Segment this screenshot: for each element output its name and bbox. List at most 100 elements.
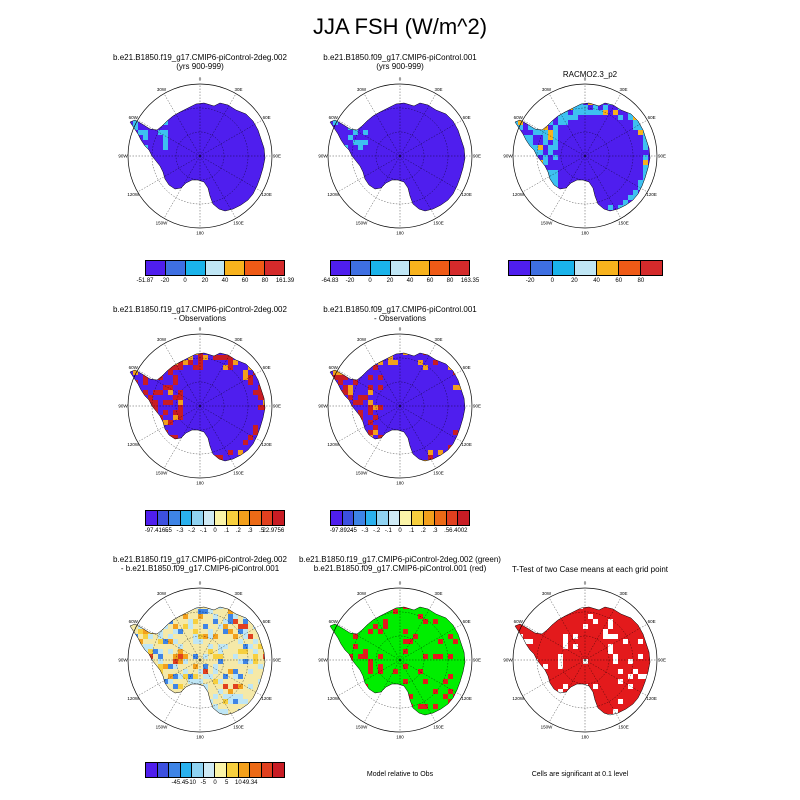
- antarctica-map-p1: 0 30E 60E 90E 120E 150E 180 150W 120W 90W 60W 30W: [118, 76, 281, 236]
- colorbar-box: [597, 261, 619, 275]
- longitude-label: 30W: [157, 591, 167, 596]
- colorbar-label: -64.83: [321, 278, 339, 284]
- longitude-label: 150W: [356, 724, 369, 729]
- panel-title-p5: b.e21.B1850.f09_g17.CMIP6-piControl.001-…: [323, 305, 477, 323]
- longitude-label: 60W: [329, 115, 339, 120]
- antarctica-landmass: [330, 607, 465, 715]
- graticule: [328, 588, 472, 732]
- antarctica-landmass: [330, 353, 465, 461]
- longitude-label: 150E: [618, 220, 629, 225]
- longitude-label: 60W: [129, 115, 139, 120]
- longitude-label: 60E: [648, 115, 656, 120]
- colorbar-label: .5: [259, 528, 265, 534]
- colorbar-box: [205, 261, 226, 275]
- longitude-label: 90E: [473, 154, 481, 159]
- colorbar-label: -.1: [199, 528, 207, 534]
- longitude-label: 120E: [461, 192, 472, 197]
- longitude-label: 0: [399, 77, 402, 82]
- colorbar-box: [245, 261, 266, 275]
- longitude-label: 30E: [434, 87, 442, 92]
- longitude-label: 0: [199, 327, 202, 332]
- colorbar-box: [165, 261, 186, 275]
- colorbar-label: -.3: [176, 528, 184, 534]
- colorbar-label: .1: [224, 528, 230, 534]
- colorbar-label: 161.39: [275, 278, 295, 284]
- longitude-label: 60W: [514, 619, 524, 624]
- longitude-label: 120W: [327, 696, 340, 701]
- longitude-label: 30W: [157, 337, 167, 342]
- longitude-label: 150W: [541, 220, 554, 225]
- colorbar-p4: -97.4165 -.5 -.3 -.2 -.1 0 .1 .2 .3 .5 22.9756: [145, 510, 285, 536]
- colorbar-box: [192, 511, 204, 525]
- antarctica-map-p8: 0 30E 60E 90E 120E 150E 180 150W 120W 90W 60W 30W: [503, 580, 666, 740]
- colorbar-box: [169, 511, 181, 525]
- colorbar-p2: -64.83 -20 0 20 40 60 80 163.35: [321, 260, 479, 286]
- colorbar-label: .3: [432, 528, 438, 534]
- figure-title: JJA FSH (W/m^2): [312, 14, 488, 39]
- longitude-label: 120W: [327, 442, 340, 447]
- colorbar-p5: -97.8924 -.5 -.3 -.2 -.1 0 .1 .2 .3 .5 6.4002: [330, 510, 470, 536]
- longitude-label: 60E: [648, 619, 656, 624]
- longitude-label: 90W: [318, 404, 328, 409]
- colorbar-box: [157, 511, 170, 525]
- colorbar-label: 163.35: [460, 278, 480, 284]
- colorbar-label: 0: [368, 278, 372, 284]
- longitude-label: 180: [196, 231, 204, 236]
- longitude-label: 30E: [234, 87, 242, 92]
- longitude-label: 60W: [329, 619, 339, 624]
- map-boundary: [127, 333, 273, 479]
- longitude-label: 180: [196, 481, 204, 486]
- longitude-label: 150W: [156, 470, 169, 475]
- colorbar-box: [238, 511, 251, 525]
- longitude-label: 150W: [356, 220, 369, 225]
- colorbar-box: [350, 261, 371, 275]
- longitude-label: 90E: [473, 404, 481, 409]
- antarctica-landmass: [330, 103, 465, 211]
- longitude-label: 30W: [357, 87, 367, 92]
- longitude-label: 60W: [129, 619, 139, 624]
- longitude-label: 90W: [503, 154, 513, 159]
- longitude-label: 90W: [118, 658, 128, 663]
- colorbar-label: 0: [398, 528, 402, 534]
- longitude-label: 90E: [273, 658, 281, 663]
- map-canvas: 0 30E 60E 90E 120E 150E 180 150W 120W 90W 60W 30W: [118, 77, 281, 236]
- colorbar-box: [146, 511, 158, 525]
- colorbar-label: 49.34: [242, 780, 258, 786]
- longitude-label: 120E: [461, 442, 472, 447]
- colorbar-label: 20: [201, 278, 209, 284]
- longitude-label: 90E: [273, 154, 281, 159]
- colorbar-box: [273, 763, 284, 777]
- colorbar-label: 22.9756: [262, 528, 285, 534]
- colorbar-label: 20: [386, 278, 394, 284]
- colorbar-box: [342, 511, 355, 525]
- longitude-label: 120W: [512, 696, 525, 701]
- colorbar-label: .2: [420, 528, 426, 534]
- colorbar-box: [273, 511, 284, 525]
- antarctica-map-p3: 0 30E 60E 90E 120E 150E 180 150W 120W 90W 60W 30W: [503, 76, 666, 236]
- longitude-label: 180: [396, 735, 404, 740]
- longitude-label: 150E: [233, 470, 244, 475]
- colorbar-label: -97.4165: [144, 528, 169, 534]
- colorbar-label: -.5: [349, 528, 357, 534]
- colorbar-label: 40: [406, 278, 414, 284]
- colorbar-box: [370, 261, 391, 275]
- colorbar-label: -.2: [188, 528, 196, 534]
- model-relative-note: Model relative to Obs: [366, 771, 434, 778]
- longitude-label: 180: [581, 231, 589, 236]
- colorbar-box: [509, 261, 531, 275]
- longitude-label: 120W: [127, 696, 140, 701]
- longitude-label: 90W: [118, 154, 128, 159]
- colorbar-box: [400, 511, 413, 525]
- colorbar-box: [354, 511, 366, 525]
- antarctica-map-p7: 0 30E 60E 90E 120E 150E 180 150W 120W 90W 60W 30W: [318, 580, 481, 740]
- colorbar-box: [331, 261, 351, 275]
- longitude-label: 0: [399, 327, 402, 332]
- longitude-label: 150E: [433, 220, 444, 225]
- colorbar-box: [410, 261, 431, 275]
- colorbar-label: 60: [426, 278, 434, 284]
- longitude-label: 90E: [473, 658, 481, 663]
- colorbar-label: -.2: [373, 528, 381, 534]
- panel-title-p1: b.e21.B1850.f19_g17.CMIP6-piControl-2deg…: [113, 53, 287, 71]
- colorbar-box: [331, 511, 343, 525]
- panel-title-p3: RACMO2.3_p2: [562, 70, 618, 79]
